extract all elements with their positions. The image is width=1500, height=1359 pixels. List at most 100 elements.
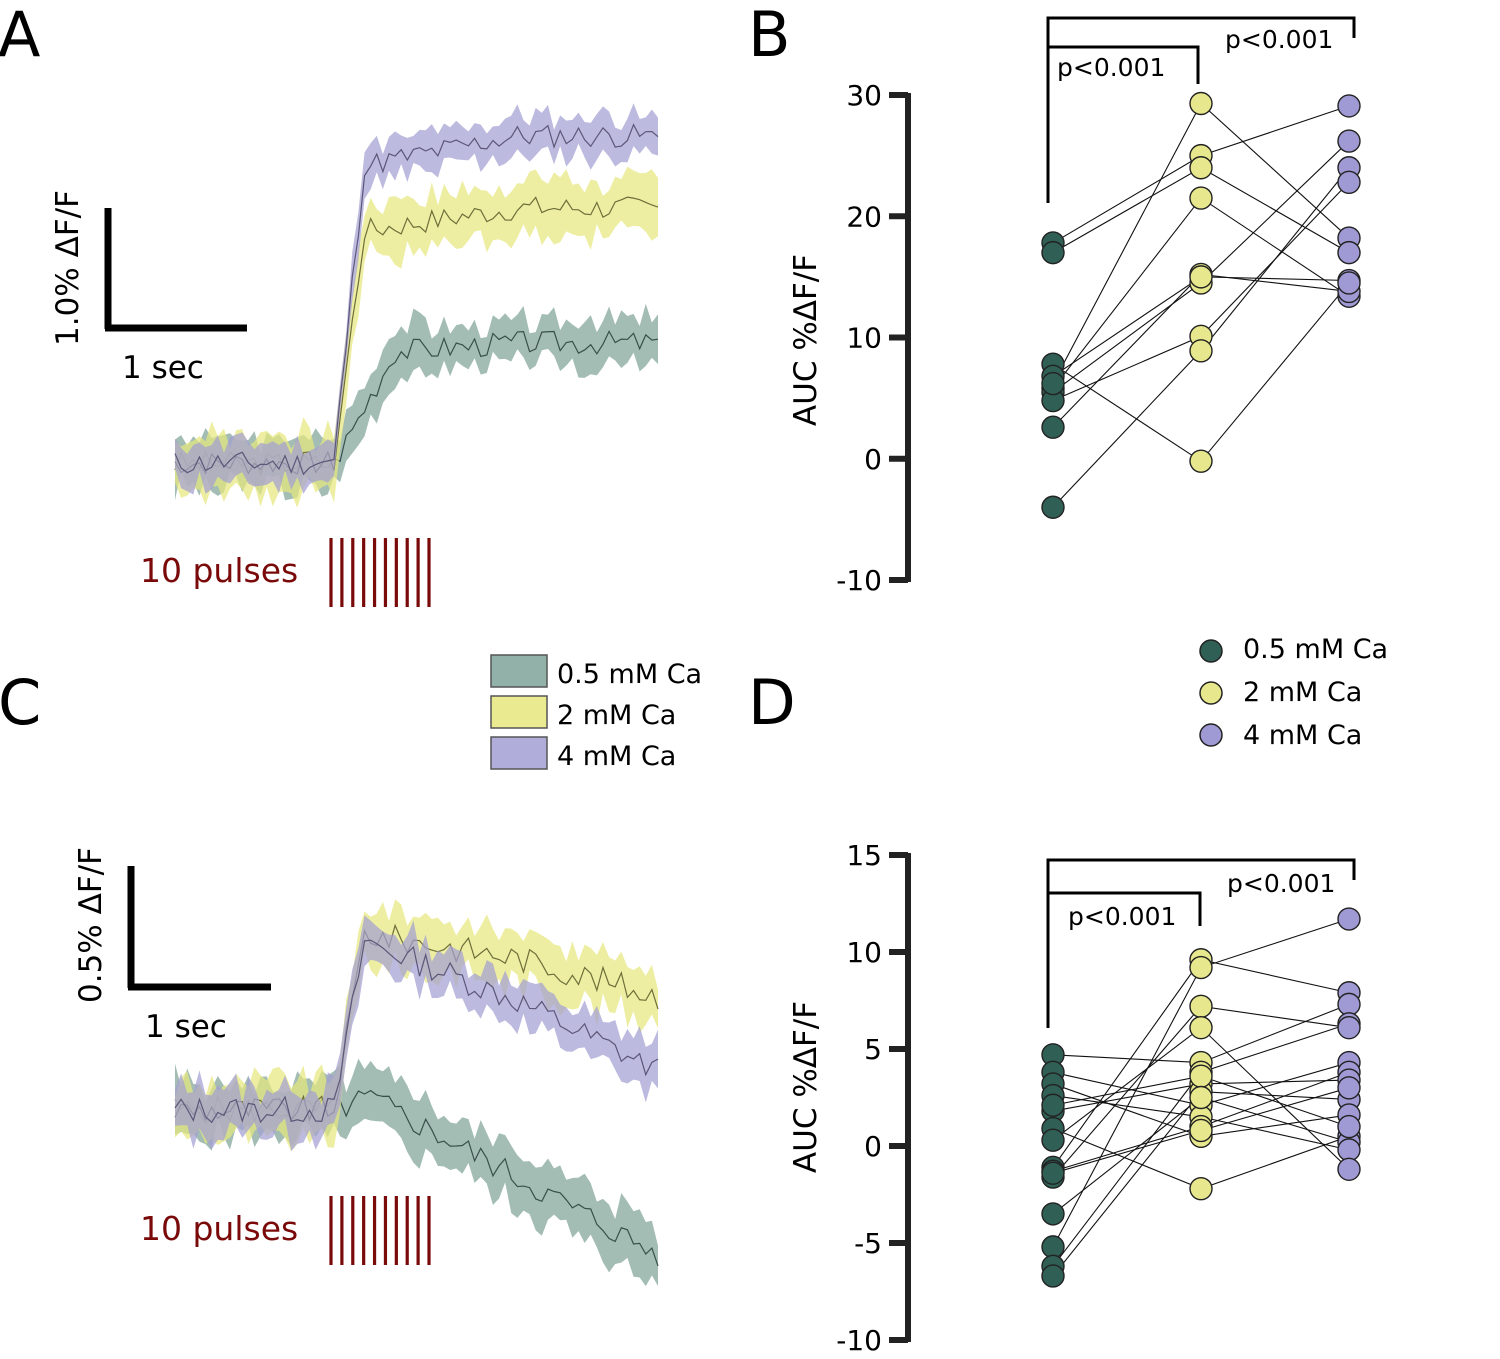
data-point <box>1337 94 1361 118</box>
panel-d-points <box>1041 907 1361 1288</box>
points-legend-marker-1 <box>1199 681 1223 705</box>
panel-label-d: D <box>748 666 796 739</box>
pair-line <box>1052 282 1350 462</box>
data-point <box>1337 907 1361 931</box>
y-tick-label: 0 <box>864 443 882 476</box>
data-point <box>1337 992 1361 1017</box>
points-legend-label-1: 2 mM Ca <box>1243 677 1362 708</box>
panel-d-y-axis-label: AUC %ΔF/F <box>788 1001 824 1173</box>
y-tick-label: 10 <box>846 936 882 969</box>
y-tick-label: 20 <box>846 200 882 233</box>
panel-c-scalebar: 0.5% ΔF/F 1 sec <box>73 847 271 1045</box>
data-point <box>1041 1235 1065 1259</box>
y-tick-label: 0 <box>864 1130 882 1163</box>
panel-b-points <box>1041 91 1361 519</box>
y-tick-label: 10 <box>846 322 882 355</box>
panel-d-significance: p<0.001 p<0.001 <box>1046 858 1356 1028</box>
data-point <box>1189 91 1213 116</box>
panel-a-scalebar-y-label: 1.0% ΔF/F <box>50 190 86 346</box>
data-point <box>1189 449 1213 473</box>
y-tick-label: -5 <box>854 1227 882 1260</box>
panel-d-scatter: AUC %ΔF/F -10 -5 0 5 10 15 p<0.001 p<0.001 <box>788 839 1361 1357</box>
points-legend-marker-0 <box>1199 639 1223 663</box>
panel-c-traces: 0.5% ΔF/F 1 sec 10 pulses <box>73 847 659 1287</box>
data-point <box>1337 1114 1361 1139</box>
data-point <box>1189 1064 1213 1088</box>
data-point <box>1189 1015 1213 1040</box>
y-tick-label: 30 <box>846 79 882 112</box>
trace-band-2 <box>175 103 658 495</box>
trace-legend: 0.5 mM Ca 2 mM Ca 4 mM Ca <box>490 654 702 772</box>
data-point <box>1041 415 1065 439</box>
panel-b-y-axis-label: AUC %ΔF/F <box>788 254 824 426</box>
trace-legend-label-1: 2 mM Ca <box>557 700 676 731</box>
panel-b-scatter: AUC %ΔF/F -10 0 10 20 30 p<0.001 p<0.001 <box>788 16 1361 597</box>
data-point <box>1189 955 1213 980</box>
panel-a-stimulus-label: 10 pulses <box>140 551 298 590</box>
panel-c-trace-area <box>174 899 659 1287</box>
panel-a-traces: 1.0% ΔF/F 1 sec 10 pulses <box>50 103 659 607</box>
panel-d-pvalue-0-4mm: p<0.001 <box>1227 869 1335 898</box>
y-tick-label: -10 <box>836 564 882 597</box>
panel-d-pvalue-0-2mm: p<0.001 <box>1068 902 1176 931</box>
panel-b-pvalue-0-2mm: p<0.001 <box>1057 53 1165 82</box>
panel-a-scalebar: 1.0% ΔF/F 1 sec <box>50 190 247 386</box>
panel-c-scalebar-y-label: 0.5% ΔF/F <box>73 847 109 1003</box>
trace-legend-swatch-0 <box>490 654 548 688</box>
data-point <box>1189 1176 1213 1201</box>
data-point <box>1337 1076 1361 1100</box>
trace-legend-swatch-2 <box>490 736 548 770</box>
panel-a-trace-area <box>174 103 659 508</box>
panel-d-bracket-outer <box>1046 858 1356 1028</box>
panel-d-y-axis: -10 -5 0 5 10 15 <box>836 839 911 1357</box>
panel-c-stimulus-label: 10 pulses <box>140 1209 298 1248</box>
data-point <box>1041 495 1065 519</box>
data-point <box>1189 1085 1213 1110</box>
panel-d-bracket-inner <box>1046 891 1202 926</box>
panel-b-y-axis: -10 0 10 20 30 <box>836 79 911 597</box>
panel-label-b: B <box>748 0 791 71</box>
data-point <box>1189 156 1213 180</box>
data-point <box>1041 371 1065 396</box>
trace-mean-line-2 <box>174 123 659 476</box>
points-legend: 0.5 mM Ca 2 mM Ca 4 mM Ca <box>1199 634 1388 751</box>
data-point <box>1189 1118 1213 1143</box>
data-point <box>1041 1128 1065 1152</box>
panel-b-bracket-inner <box>1046 45 1200 84</box>
data-point <box>1337 1157 1361 1181</box>
panel-c-pulse-train <box>329 1196 431 1265</box>
data-point <box>1189 265 1213 289</box>
pair-line <box>1052 167 1350 254</box>
panel-c-scalebar-x-label: 1 sec <box>145 1009 227 1045</box>
data-point <box>1337 1015 1361 1040</box>
panel-a-scalebar-x-label: 1 sec <box>122 350 204 386</box>
y-tick-label: -10 <box>836 1324 882 1357</box>
data-point <box>1189 994 1213 1019</box>
data-point <box>1041 1264 1065 1288</box>
panel-label-a: A <box>0 0 40 71</box>
trace-mean-line-2 <box>174 939 659 1124</box>
points-legend-label-0: 0.5 mM Ca <box>1243 634 1388 665</box>
data-point <box>1337 1138 1361 1162</box>
data-point <box>1337 129 1361 153</box>
panel-b-bracket-outer <box>1046 16 1356 203</box>
trace-legend-label-2: 4 mM Ca <box>557 741 676 772</box>
y-tick-label: 5 <box>864 1033 882 1066</box>
data-point <box>1337 170 1361 195</box>
y-tick-label: 15 <box>846 839 882 872</box>
data-point <box>1041 1093 1065 1117</box>
data-point <box>1337 240 1361 265</box>
panel-label-c: C <box>0 666 41 739</box>
data-point <box>1337 271 1361 295</box>
points-legend-marker-2 <box>1199 723 1223 747</box>
data-point <box>1189 186 1213 210</box>
panel-a-pulse-train <box>329 538 431 607</box>
points-legend-label-2: 4 mM Ca <box>1243 720 1362 751</box>
panel-b-pvalue-0-4mm: p<0.001 <box>1225 25 1333 54</box>
data-point <box>1041 1202 1065 1226</box>
trace-legend-swatch-1 <box>490 695 548 729</box>
trace-band-1 <box>175 899 658 1152</box>
data-point <box>1041 1161 1065 1185</box>
trace-legend-label-0: 0.5 mM Ca <box>557 659 702 690</box>
